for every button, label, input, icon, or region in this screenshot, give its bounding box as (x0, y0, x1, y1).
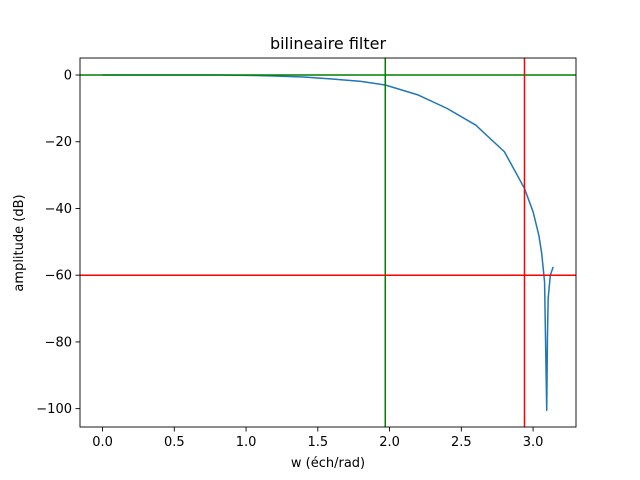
chart-title: bilineaire filter (270, 34, 387, 53)
y-tick-label: −20 (45, 135, 72, 150)
y-tick-label: 0 (64, 69, 72, 84)
x-tick-label: 0.0 (92, 435, 113, 450)
y-axis-label: amplitude (dB) (12, 194, 27, 291)
plot-clipped-group (80, 58, 576, 427)
x-tick-label: 3.0 (523, 435, 544, 450)
y-tick-label: −80 (45, 335, 72, 350)
x-tick-label: 0.5 (164, 435, 185, 450)
x-tick-label: 1.0 (236, 435, 257, 450)
x-tick-label: 1.5 (307, 435, 328, 450)
y-tick-label: −60 (45, 269, 72, 284)
x-tick-label: 2.5 (451, 435, 472, 450)
x-axis-label: w (éch/rad) (291, 456, 365, 471)
plot-layer (80, 58, 576, 427)
x-tick-label: 2.0 (379, 435, 400, 450)
y-tick-label: −40 (45, 202, 72, 217)
axes-layer: 0.0 0.5 1.0 1.5 2.0 2.5 3.0 0 −20 −40 −60 −80 −100 (36, 57, 577, 450)
y-tick-label: −100 (36, 402, 72, 417)
axes-frame (79, 57, 577, 428)
